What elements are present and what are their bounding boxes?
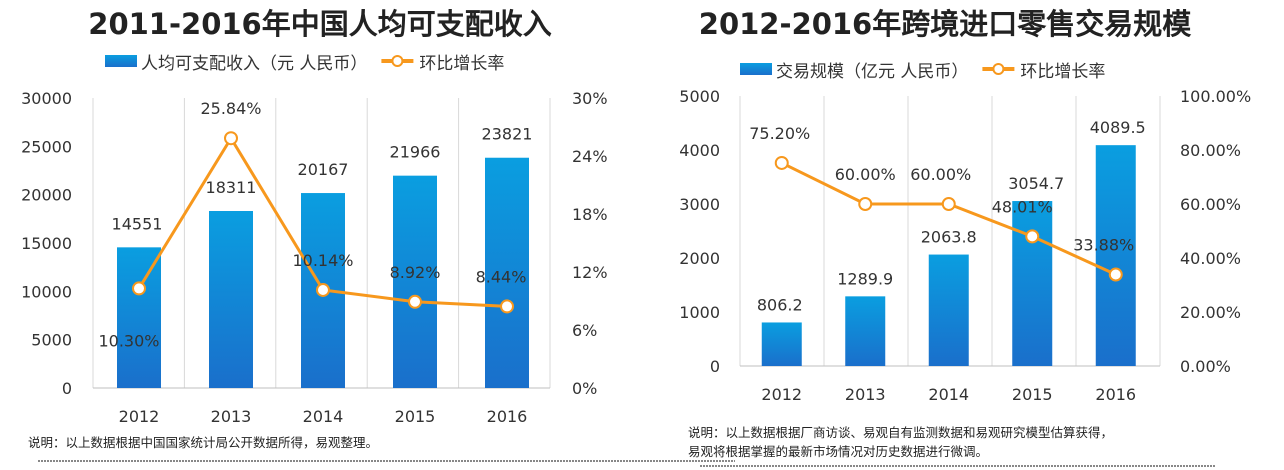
y2-tick-label: 6% — [572, 321, 597, 340]
bar-data-label: 4089.5 — [1090, 118, 1146, 137]
bar-data-label: 806.2 — [757, 295, 803, 314]
x-tick-label: 2016 — [487, 407, 528, 426]
y-tick-label: 1000 — [679, 303, 720, 322]
y2-tick-label: 0.00% — [1180, 357, 1231, 376]
y-tick-label: 0 — [62, 379, 72, 398]
y2-tick-label: 0% — [572, 379, 597, 398]
y2-tick-label: 60.00% — [1180, 195, 1241, 214]
x-tick-label: 2015 — [1012, 385, 1053, 404]
line-data-label: 8.92% — [390, 263, 441, 282]
y-tick-label: 30000 — [21, 89, 72, 108]
legend-bar-label: 交易规模（亿元 人民币） — [776, 62, 968, 82]
y-tick-label: 25000 — [21, 137, 72, 156]
line-marker — [1025, 229, 1040, 244]
line-data-label: 75.20% — [749, 124, 810, 143]
x-tick-label: 2012 — [119, 407, 160, 426]
footnote: 易观将根据掌握的最新市场情况对历史数据进行微调。 — [688, 444, 988, 459]
bar — [1095, 145, 1136, 366]
y-tick-label: 2000 — [679, 249, 720, 268]
line-marker — [132, 281, 146, 296]
y2-tick-label: 12% — [572, 263, 608, 282]
legend-line-label: 环比增长率 — [1020, 62, 1105, 82]
bar-data-label: 20167 — [298, 160, 349, 179]
x-tick-label: 2015 — [395, 407, 436, 426]
bar — [761, 322, 802, 366]
line-data-label: 60.00% — [835, 165, 896, 184]
footnote: 说明：以上数据根据厂商访谈、易观自有监测数据和易观研究模型估算获得， — [688, 425, 1113, 440]
y2-tick-label: 24% — [572, 147, 608, 166]
bar — [1012, 201, 1053, 366]
y2-tick-label: 18% — [572, 205, 608, 224]
y2-tick-label: 30% — [572, 89, 608, 108]
y2-tick-label: 40.00% — [1180, 249, 1241, 268]
x-tick-label: 2016 — [1095, 385, 1136, 404]
line-marker — [224, 131, 238, 146]
legend-bar-swatch — [105, 55, 137, 67]
bar-data-label: 21966 — [390, 143, 441, 162]
y2-tick-label: 20.00% — [1180, 303, 1241, 322]
y2-tick-label: 100.00% — [1180, 87, 1251, 106]
y-tick-label: 3000 — [679, 195, 720, 214]
bar-data-label: 23821 — [482, 125, 533, 144]
line-marker — [316, 282, 330, 297]
legend-bar-swatch — [740, 63, 772, 75]
footnote: 说明：以上数据根据中国国家统计局公开数据所得，易观整理。 — [28, 435, 378, 450]
y-tick-label: 15000 — [21, 234, 72, 253]
line-data-label: 48.01% — [992, 197, 1053, 216]
bar-data-label: 1289.9 — [837, 269, 893, 288]
legend-line-marker — [992, 63, 1005, 75]
line-data-label: 10.30% — [98, 331, 159, 350]
line-data-label: 33.88% — [1073, 236, 1134, 255]
x-tick-label: 2012 — [761, 385, 802, 404]
bar — [485, 157, 529, 388]
bar-data-label: 2063.8 — [921, 228, 977, 247]
y-tick-label: 5000 — [31, 331, 72, 350]
line-data-label: 10.14% — [292, 251, 353, 270]
y2-tick-label: 80.00% — [1180, 141, 1241, 160]
line-marker — [1108, 267, 1123, 282]
bar-data-label: 14551 — [112, 214, 163, 233]
legend-line-marker — [391, 55, 404, 67]
y-tick-label: 4000 — [679, 141, 720, 160]
x-tick-label: 2014 — [928, 385, 969, 404]
bar — [117, 247, 161, 388]
bar — [928, 254, 969, 366]
bar-data-label: 18311 — [206, 178, 257, 197]
legend-bar-label: 人均可支配收入（元 人民币） — [141, 54, 367, 74]
chart-title: 2011-2016年中国人均可支配收入 — [88, 7, 551, 41]
y-tick-label: 20000 — [21, 186, 72, 205]
x-tick-label: 2014 — [303, 407, 344, 426]
line-data-label: 8.44% — [476, 267, 527, 286]
line-marker — [858, 197, 873, 211]
chart-title: 2012-2016年跨境进口零售交易规模 — [699, 7, 1192, 41]
y-tick-label: 10000 — [21, 282, 72, 301]
bar-data-label: 3054.7 — [1008, 174, 1064, 193]
line-marker — [500, 299, 514, 314]
line-marker — [774, 155, 789, 170]
x-tick-label: 2013 — [211, 407, 252, 426]
bar — [845, 296, 886, 366]
x-tick-label: 2013 — [845, 385, 886, 404]
line-marker — [408, 294, 422, 309]
y-tick-label: 0 — [710, 357, 720, 376]
bar — [393, 175, 437, 388]
y-tick-label: 5000 — [679, 87, 720, 106]
line-data-label: 60.00% — [910, 165, 971, 184]
line-marker — [941, 197, 956, 211]
legend-line-label: 环比增长率 — [419, 54, 504, 74]
bar — [209, 210, 253, 388]
line-data-label: 25.84% — [200, 99, 261, 118]
